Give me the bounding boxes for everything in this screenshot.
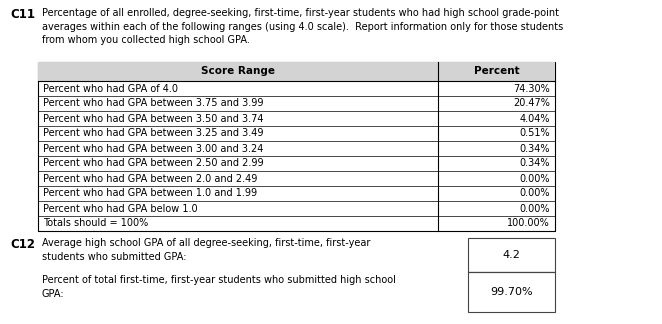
Text: 0.00%: 0.00%: [520, 173, 550, 183]
Text: Percentage of all enrolled, degree-seeking, first-time, first-year students who : Percentage of all enrolled, degree-seeki…: [42, 8, 563, 45]
Text: 4.04%: 4.04%: [520, 113, 550, 123]
Text: 100.00%: 100.00%: [507, 218, 550, 228]
Text: 74.30%: 74.30%: [513, 84, 550, 94]
Text: Score Range: Score Range: [201, 66, 275, 76]
Bar: [468, 272, 555, 312]
Bar: [468, 238, 555, 272]
Text: C12: C12: [10, 238, 35, 251]
Text: Average high school GPA of all degree-seeking, first-time, first-year
students w: Average high school GPA of all degree-se…: [42, 238, 370, 261]
Text: 4.2: 4.2: [502, 250, 520, 260]
Text: Percent who had GPA of 4.0: Percent who had GPA of 4.0: [43, 84, 178, 94]
Text: 0.51%: 0.51%: [520, 129, 550, 138]
Text: Percent who had GPA between 2.50 and 2.99: Percent who had GPA between 2.50 and 2.9…: [43, 158, 263, 168]
Text: 0.00%: 0.00%: [520, 189, 550, 199]
Text: Totals should = 100%: Totals should = 100%: [43, 218, 148, 228]
Text: Percent of total first-time, first-year students who submitted high school
GPA:: Percent of total first-time, first-year …: [42, 275, 396, 299]
Text: Percent who had GPA between 1.0 and 1.99: Percent who had GPA between 1.0 and 1.99: [43, 189, 257, 199]
Text: Percent who had GPA between 3.25 and 3.49: Percent who had GPA between 3.25 and 3.4…: [43, 129, 263, 138]
Text: 99.70%: 99.70%: [490, 287, 533, 297]
Text: Percent who had GPA between 2.0 and 2.49: Percent who had GPA between 2.0 and 2.49: [43, 173, 258, 183]
Text: Percent who had GPA between 3.75 and 3.99: Percent who had GPA between 3.75 and 3.9…: [43, 98, 263, 109]
Bar: [38, 62, 555, 81]
Text: 0.34%: 0.34%: [520, 144, 550, 154]
Text: 20.47%: 20.47%: [513, 98, 550, 109]
Text: Percent who had GPA between 3.50 and 3.74: Percent who had GPA between 3.50 and 3.7…: [43, 113, 263, 123]
Text: Percent who had GPA below 1.0: Percent who had GPA below 1.0: [43, 203, 198, 214]
Text: Percent: Percent: [474, 66, 519, 76]
Text: C11: C11: [10, 8, 35, 21]
Bar: [38, 62, 555, 231]
Text: 0.00%: 0.00%: [520, 203, 550, 214]
Text: Percent who had GPA between 3.00 and 3.24: Percent who had GPA between 3.00 and 3.2…: [43, 144, 263, 154]
Text: 0.34%: 0.34%: [520, 158, 550, 168]
